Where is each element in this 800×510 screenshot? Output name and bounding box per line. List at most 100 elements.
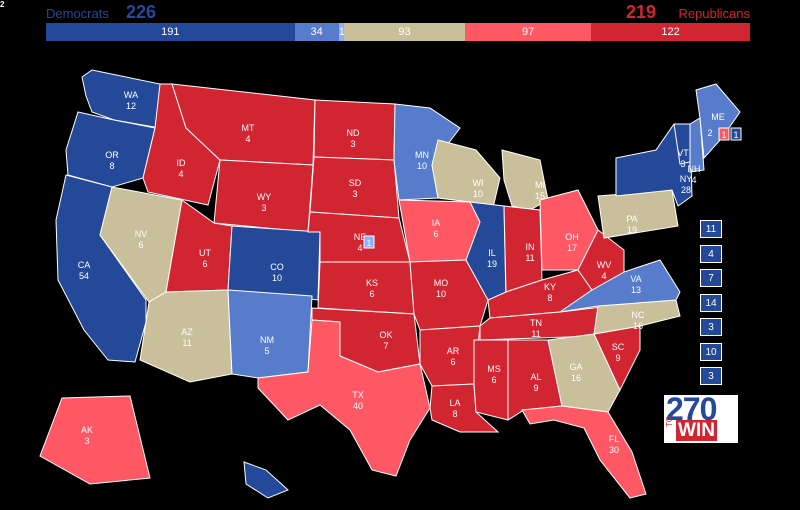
- ne-district-box[interactable]: [363, 235, 375, 249]
- state-votes-ms: 6: [491, 375, 496, 385]
- state-votes-al: 9: [533, 383, 538, 393]
- state-label-ga: GA: [569, 362, 582, 372]
- state-votes-sd: 3: [352, 189, 357, 199]
- small-state-box[interactable]: 3: [700, 318, 722, 336]
- bar-segment-likely-rep: 97: [465, 23, 592, 41]
- state-ks[interactable]: [317, 261, 415, 315]
- state-label-va: VA: [630, 274, 641, 284]
- small-state-box[interactable]: 3: [700, 367, 722, 385]
- state-votes-in: 11: [525, 253, 534, 263]
- state-votes-ny: 28: [681, 185, 691, 195]
- state-label-ak: AK: [81, 425, 93, 435]
- state-label-sd: SD: [349, 178, 362, 188]
- me-district-rep-label: 1: [721, 130, 726, 140]
- state-votes-mi: 15: [535, 191, 545, 201]
- state-label-nh: NH: [688, 164, 701, 174]
- state-label-mn: MN: [415, 150, 429, 160]
- state-votes-sc: 9: [615, 353, 620, 363]
- bar-segment-tossup: 93: [343, 23, 465, 41]
- state-label-mi: MI: [535, 180, 545, 190]
- state-votes-wy: 3: [261, 203, 266, 213]
- state-label-nd: ND: [347, 128, 360, 138]
- state-votes-mo: 10: [436, 289, 446, 299]
- small-state-box[interactable]: 14: [700, 293, 722, 312]
- state-votes-co: 10: [272, 273, 282, 283]
- state-votes-nh: 4: [691, 175, 696, 185]
- state-votes-ky: 8: [547, 293, 552, 303]
- rep-label: Republicans: [678, 6, 750, 21]
- state-label-wy: WY: [257, 192, 272, 202]
- state-ia[interactable]: [398, 199, 481, 263]
- electoral-bar: 191 34 1 93 97 122: [46, 23, 750, 41]
- state-votes-id: 4: [178, 169, 183, 179]
- state-hi[interactable]: [243, 461, 289, 499]
- state-in[interactable]: [503, 205, 543, 293]
- state-label-tn: TN: [530, 318, 542, 328]
- small-state-box[interactable]: 4: [700, 244, 722, 263]
- state-label-ia: IA: [432, 218, 441, 228]
- state-ar[interactable]: [419, 325, 481, 387]
- state-votes-vt: 3: [680, 159, 685, 169]
- state-label-ut: UT: [199, 248, 211, 258]
- state-label-pa: PA: [626, 214, 637, 224]
- state-label-ne: NE: [354, 232, 367, 242]
- state-votes-or: 8: [109, 161, 114, 171]
- state-label-la: LA: [449, 398, 460, 408]
- state-label-il: IL: [488, 248, 496, 258]
- bar-segment-likely-dem: 34: [294, 23, 339, 41]
- me-district-dem-box[interactable]: [730, 127, 742, 141]
- state-ms[interactable]: [473, 339, 509, 421]
- state-nm[interactable]: [227, 289, 313, 379]
- state-votes-pa: 19: [627, 225, 637, 235]
- state-votes-la: 8: [452, 409, 457, 419]
- state-votes-ar: 6: [450, 357, 455, 367]
- state-va[interactable]: [559, 259, 681, 313]
- state-fl[interactable]: [521, 405, 647, 499]
- state-votes-fl: 30: [609, 445, 619, 455]
- state-votes-wa: 12: [126, 101, 136, 111]
- state-label-ky: KY: [544, 282, 556, 292]
- small-state-box[interactable]: 10: [700, 342, 722, 361]
- state-nh[interactable]: [689, 117, 705, 173]
- state-label-oh: OH: [565, 232, 579, 242]
- bar-segment-solid-rep: 122: [591, 23, 750, 41]
- state-label-ok: OK: [379, 330, 392, 340]
- state-ny[interactable]: [615, 123, 693, 207]
- state-tx[interactable]: [257, 319, 431, 477]
- state-ak[interactable]: [39, 395, 151, 485]
- state-label-in: IN: [526, 242, 535, 252]
- state-label-id: ID: [177, 158, 187, 168]
- logo-win: WIN: [676, 420, 717, 441]
- state-ga[interactable]: [547, 333, 621, 413]
- logo-to: TO: [665, 416, 674, 427]
- state-label-az: AZ: [181, 327, 193, 337]
- state-label-vt: VT: [677, 148, 689, 158]
- state-votes-ia: 6: [433, 229, 438, 239]
- state-votes-nm: 5: [264, 346, 269, 356]
- state-wv[interactable]: [577, 229, 625, 291]
- state-votes-ca: 54: [79, 271, 89, 281]
- me-district-rep-box[interactable]: [718, 127, 730, 141]
- state-label-al: AL: [530, 372, 541, 382]
- 270towin-logo[interactable]: 270 TO WIN: [664, 391, 738, 443]
- state-label-sc: SC: [612, 342, 625, 352]
- state-label-or: OR: [105, 150, 119, 160]
- state-votes-tn: 11: [531, 329, 540, 339]
- state-pa[interactable]: [597, 189, 679, 239]
- state-votes-nv: 6: [138, 240, 143, 250]
- state-votes-az: 11: [182, 338, 191, 348]
- state-votes-il: 19: [487, 259, 497, 269]
- state-label-co: CO: [270, 262, 284, 272]
- small-state-box[interactable]: 11: [700, 220, 722, 238]
- state-or[interactable]: [65, 111, 156, 188]
- dem-total: 226: [126, 2, 157, 22]
- state-votes-mt: 4: [245, 134, 250, 144]
- state-votes-ga: 16: [571, 373, 581, 383]
- state-votes-ut: 6: [202, 259, 207, 269]
- state-votes-nc: 16: [633, 321, 643, 331]
- state-votes-tx: 40: [353, 401, 363, 411]
- small-state-box[interactable]: 7: [700, 269, 722, 287]
- state-label-ny: NY: [680, 174, 693, 184]
- state-label-wa: WA: [124, 90, 138, 100]
- state-label-wv: WV: [597, 260, 612, 270]
